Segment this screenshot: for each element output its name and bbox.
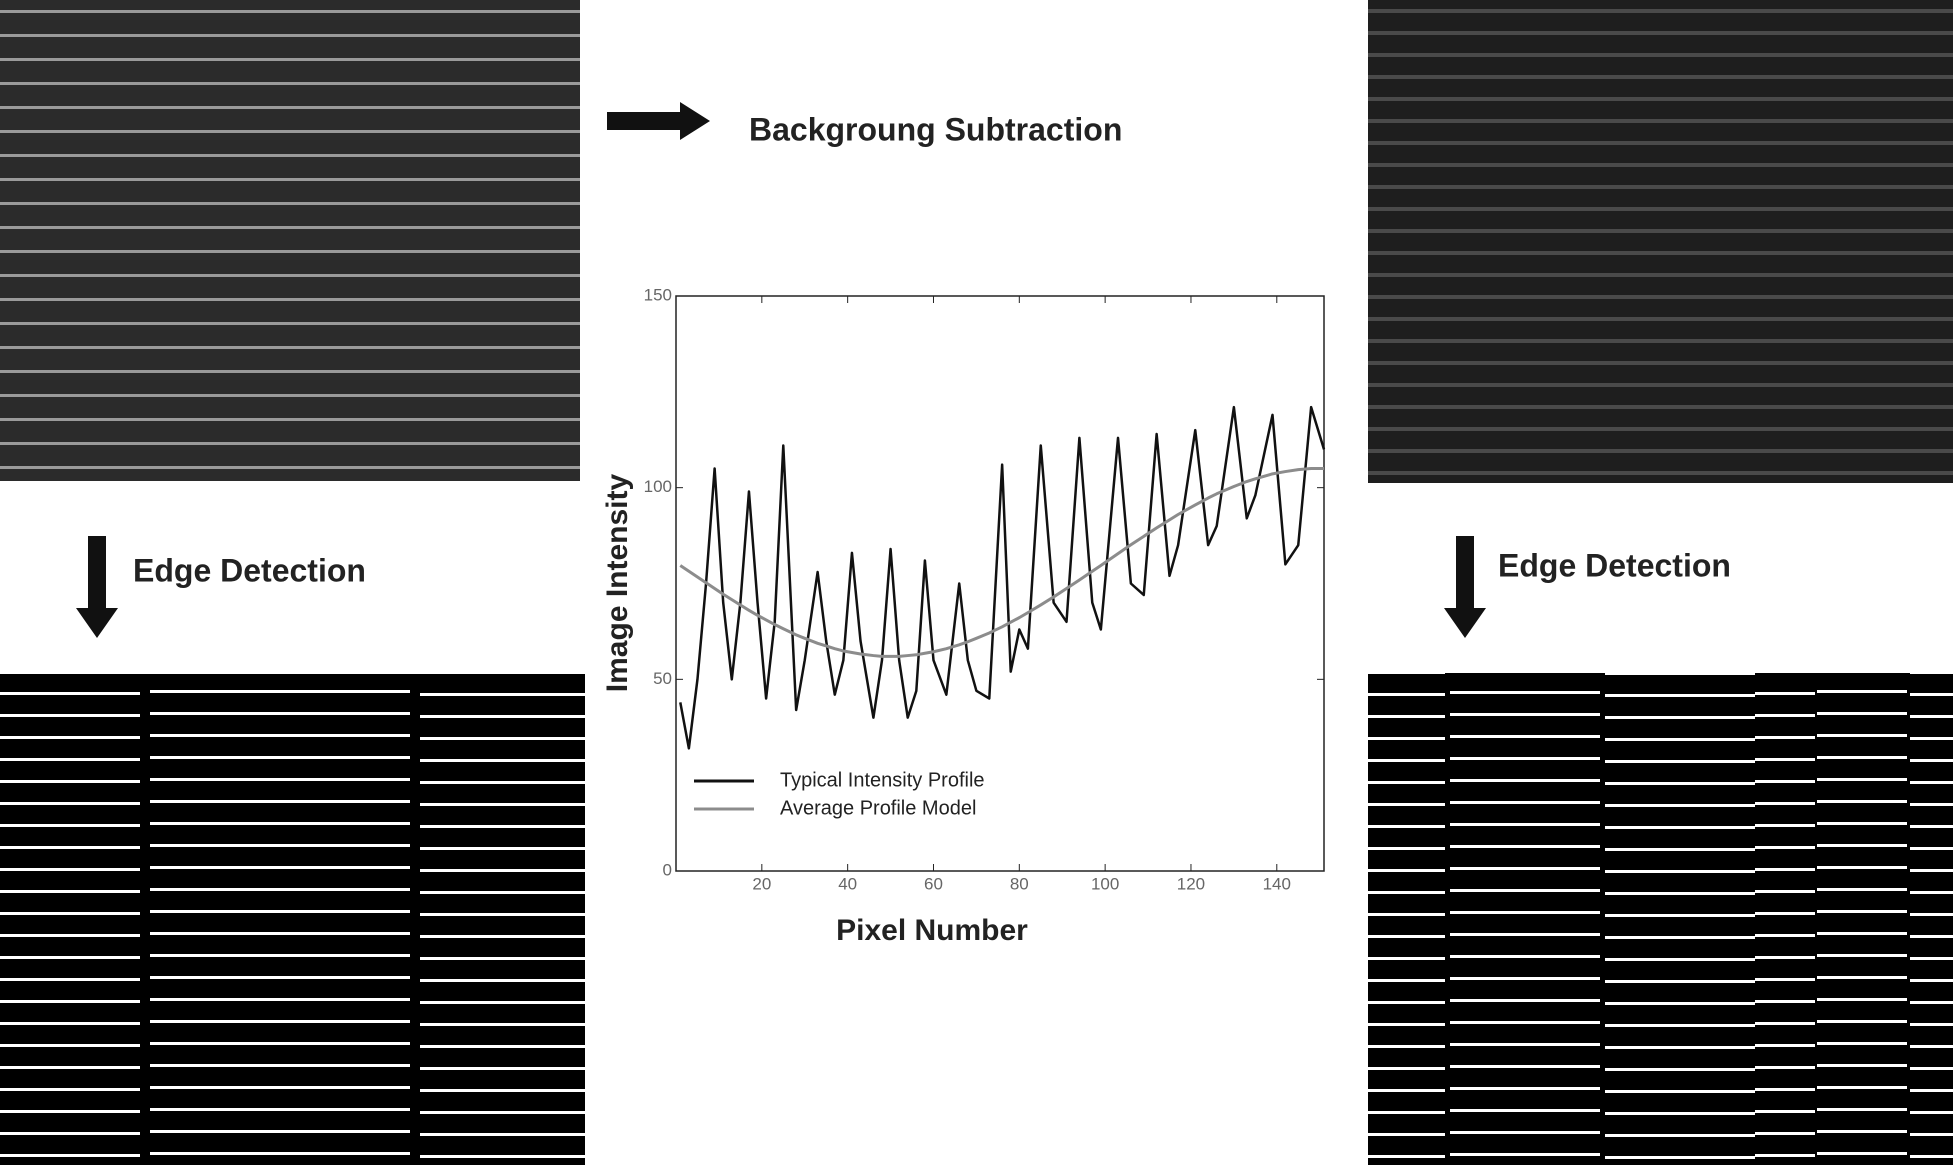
x-tick-label: 120: [1177, 874, 1205, 893]
arrow-down: [76, 536, 118, 638]
raw-image: [0, 0, 580, 481]
edge-image-left: [0, 674, 585, 1165]
subtracted-image: [1368, 0, 1953, 483]
step-label: Edge Detection: [1498, 547, 1731, 583]
y-tick-label: 150: [644, 285, 672, 304]
x-tick-label: 60: [924, 874, 943, 893]
legend-label: Typical Intensity Profile: [780, 769, 985, 791]
x-tick-label: 100: [1091, 874, 1119, 893]
step-label: Edge Detection: [133, 552, 366, 588]
arrow-down: [1444, 536, 1486, 638]
edge-image-right: [1368, 673, 1953, 1165]
y-tick-label: 0: [663, 860, 672, 879]
series-line: [679, 467, 1324, 658]
x-axis-label: Pixel Number: [836, 914, 1028, 947]
series-line: [679, 405, 1326, 750]
x-tick-label: 140: [1263, 874, 1291, 893]
step-label: Backgroung Subtraction: [749, 111, 1122, 147]
y-axis-label: Image Intensity: [601, 473, 634, 692]
legend-label: Average Profile Model: [780, 797, 976, 819]
x-tick-label: 40: [838, 874, 857, 893]
chart: Pixel Number Image Intensity 0 50 100 150 20…: [601, 285, 1326, 947]
x-tick-label: 20: [752, 874, 771, 893]
y-tick-label: 50: [653, 669, 672, 688]
x-tick-label: 80: [1010, 874, 1029, 893]
arrow-right: [607, 102, 710, 140]
plot-frame: [675, 295, 1325, 872]
y-tick-label: 100: [644, 477, 672, 496]
